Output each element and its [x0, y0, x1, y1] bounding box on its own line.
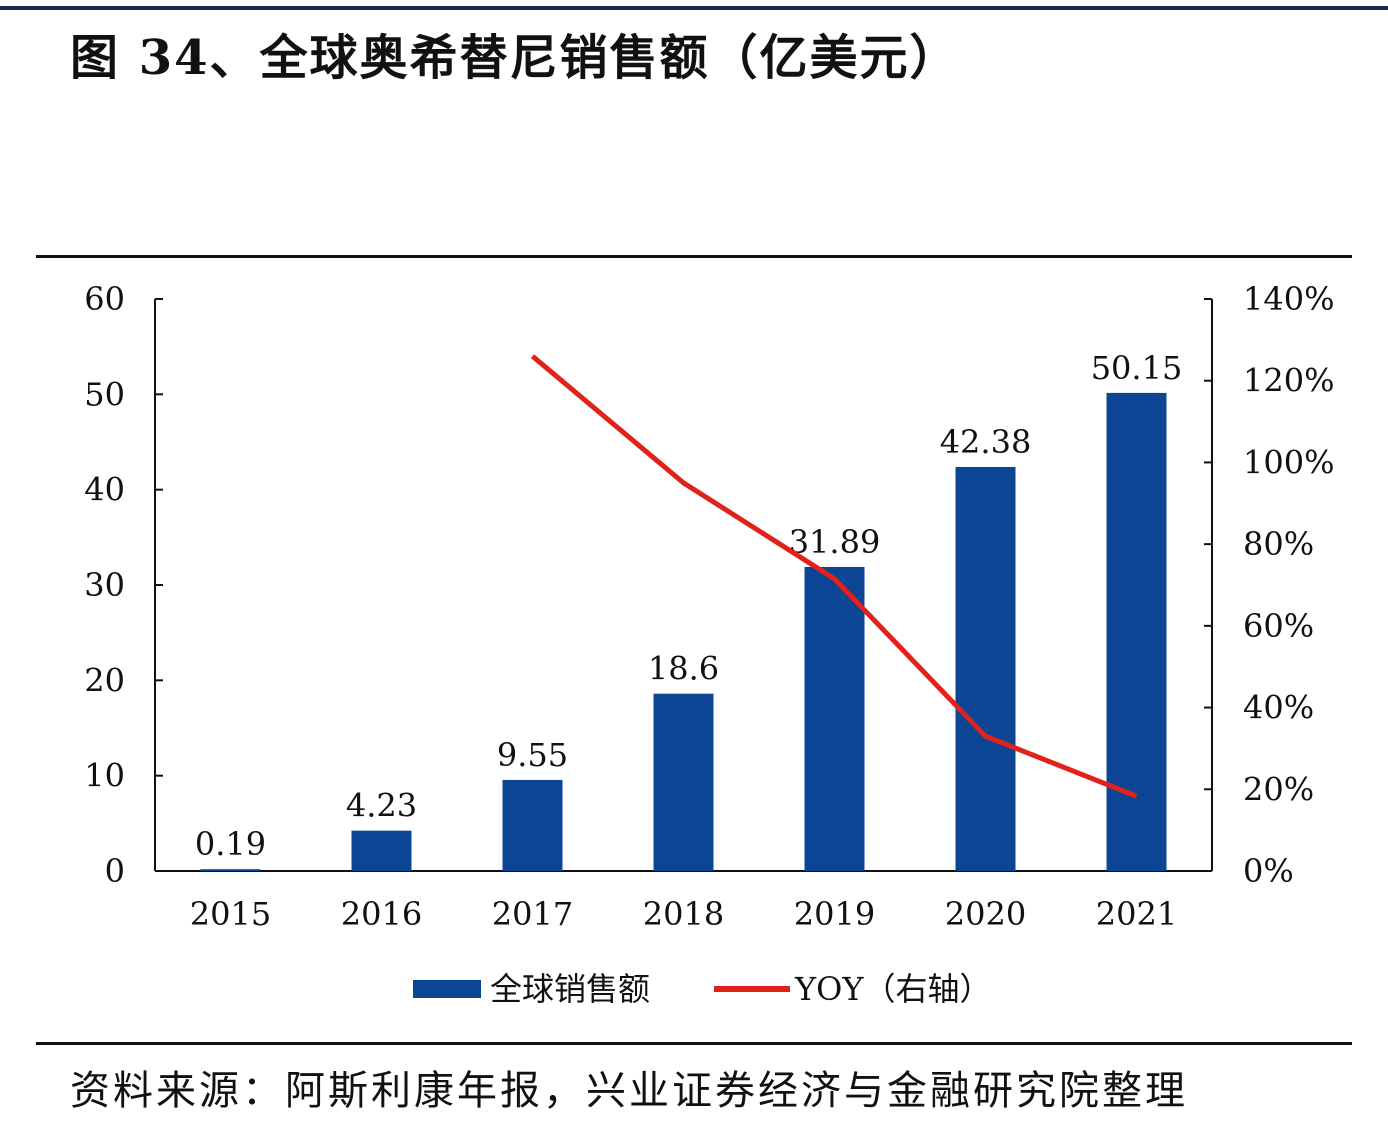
bar — [200, 869, 261, 871]
legend-bar-swatch — [413, 980, 481, 998]
yoy-line — [530, 354, 1138, 799]
x-tick-label: 2016 — [341, 895, 422, 933]
left-tick-label: 30 — [84, 566, 125, 604]
x-tick-label: 2021 — [1096, 895, 1177, 933]
right-tick-label: 40% — [1243, 689, 1314, 727]
legend-bar-label: 全球销售额 — [490, 970, 650, 1008]
x-tick-label: 2018 — [643, 895, 724, 933]
x-tick-label: 2017 — [492, 895, 573, 933]
bar — [804, 566, 865, 871]
bar-data-label: 31.89 — [789, 523, 881, 561]
legend-line-label: YOY（右轴） — [794, 970, 992, 1008]
left-tick-label: 50 — [84, 375, 125, 413]
right-tick-label: 140% — [1243, 280, 1334, 318]
chart-top-rule — [36, 255, 1352, 258]
source-note: 资料来源：阿斯利康年报，兴业证券经济与金融研究院整理 — [70, 1068, 1188, 1114]
right-tick-label: 0% — [1243, 852, 1294, 890]
chart-title: 图 34、全球奥希替尼销售额（亿美元） — [70, 30, 960, 86]
x-tick-label: 2019 — [794, 895, 875, 933]
chart-bottom-rule — [36, 1042, 1352, 1045]
bar-data-label: 0.19 — [195, 825, 266, 863]
bar — [351, 830, 412, 871]
bar — [653, 693, 714, 871]
right-tick-label: 120% — [1243, 362, 1334, 400]
bar — [955, 466, 1016, 871]
left-tick-label: 40 — [84, 471, 125, 509]
x-tick-label: 2020 — [945, 895, 1026, 933]
bar — [502, 779, 563, 871]
bar-data-label: 9.55 — [497, 736, 568, 774]
bar — [1106, 392, 1167, 871]
top-border — [0, 6, 1388, 10]
right-tick-label: 100% — [1243, 443, 1334, 481]
bar-data-label: 18.6 — [648, 650, 719, 688]
left-tick-label: 60 — [84, 280, 125, 318]
right-tick-label: 80% — [1243, 525, 1314, 563]
left-tick-label: 10 — [84, 757, 125, 795]
right-tick-label: 20% — [1243, 770, 1314, 808]
right-tick-label: 60% — [1243, 607, 1314, 645]
x-tick-label: 2015 — [190, 895, 271, 933]
bar-data-label: 50.15 — [1091, 349, 1183, 387]
bar-data-label: 4.23 — [346, 787, 417, 825]
bar-data-label: 42.38 — [940, 423, 1032, 461]
left-tick-label: 20 — [84, 661, 125, 699]
left-tick-label: 0 — [105, 852, 125, 890]
